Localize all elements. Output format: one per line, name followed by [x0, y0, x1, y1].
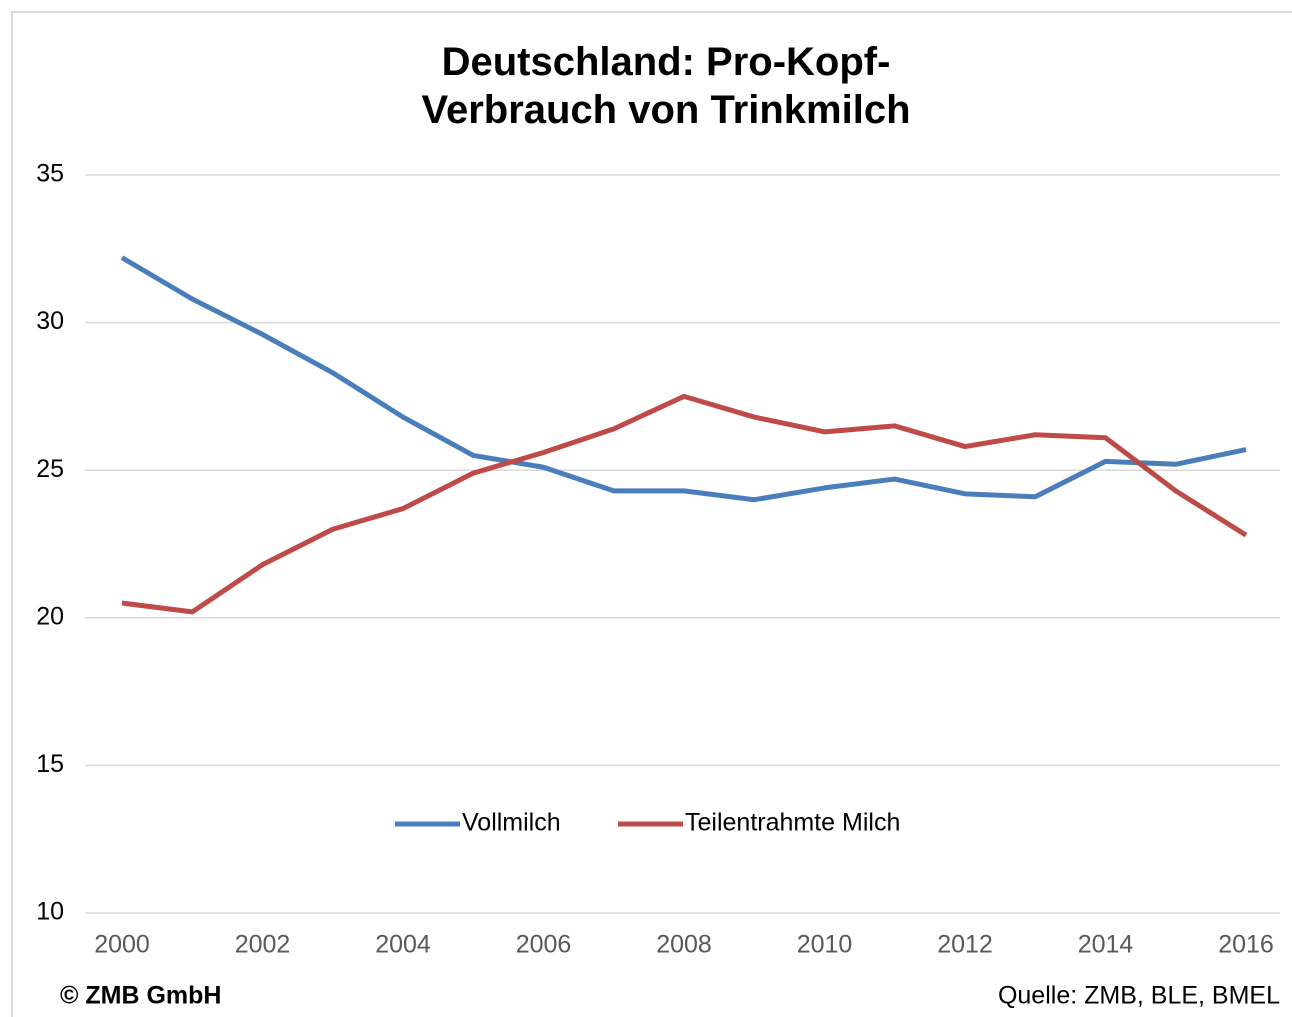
x-tick-label: 2014: [1078, 931, 1134, 959]
x-tick-label: 2016: [1218, 931, 1274, 959]
chart-frame: [11, 11, 1292, 1017]
legend-label: Vollmilch: [462, 809, 561, 837]
line: [120, 255, 1247, 503]
x-tick-label: 2006: [516, 931, 572, 959]
y-tick-label: 25: [36, 455, 64, 483]
chart-title: Deutschland: Pro-Kopf-Verbrauch von Trin…: [421, 40, 911, 132]
legend-label: Teilentrahmte Milch: [685, 809, 900, 837]
y-tick-label: 20: [36, 602, 64, 630]
x-tick-label: 2008: [656, 931, 712, 959]
x-tick-label: 2012: [937, 931, 993, 959]
x-tick-label: 2010: [797, 931, 853, 959]
y-tick-label: 30: [36, 307, 64, 335]
y-tick-label: 10: [36, 898, 64, 926]
x-tick-label: 2000: [94, 931, 150, 959]
y-tick-label: 15: [36, 750, 64, 778]
copyright: © ZMB GmbH: [60, 982, 221, 1010]
x-tick-label: 2002: [235, 931, 291, 959]
x-tick-label: 2004: [375, 931, 431, 959]
source: Quelle: ZMB, BLE, BMEL: [998, 982, 1280, 1010]
line: [121, 393, 1248, 615]
y-tick-label: 35: [36, 160, 64, 188]
